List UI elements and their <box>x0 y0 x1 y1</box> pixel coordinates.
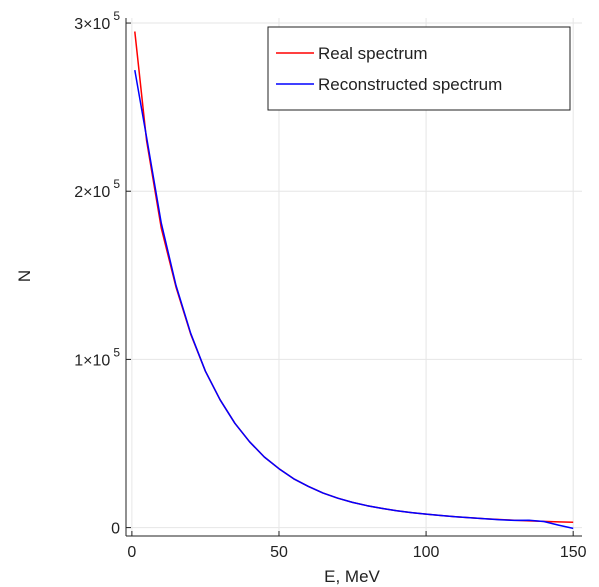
y-tick-label: 0 <box>111 521 120 538</box>
x-tick-label: 50 <box>270 544 288 561</box>
y-tick-label: 1×10 5 <box>74 345 120 369</box>
x-axis-label: E, MeV <box>324 567 380 586</box>
legend: Real spectrum Reconstructed spectrum <box>267 26 571 111</box>
y-tick-label: 2×10 5 <box>74 177 120 201</box>
axes <box>125 18 582 537</box>
series-line-reconstructed <box>134 69 574 530</box>
series-lines <box>134 31 574 530</box>
legend-label-real: Real spectrum <box>318 44 428 63</box>
x-tick-label: 0 <box>127 544 136 561</box>
y-tick-label: 3×10 5 <box>74 9 120 33</box>
legend-box <box>267 26 571 111</box>
tick-labels: 0 50 100 150 0 1×10 5 2×10 5 3×10 5 <box>74 9 586 561</box>
legend-label-reconstructed: Reconstructed spectrum <box>318 75 502 94</box>
y-axis-label: N <box>15 270 34 282</box>
x-tick-label: 100 <box>413 544 440 561</box>
x-tick-label: 150 <box>560 544 587 561</box>
